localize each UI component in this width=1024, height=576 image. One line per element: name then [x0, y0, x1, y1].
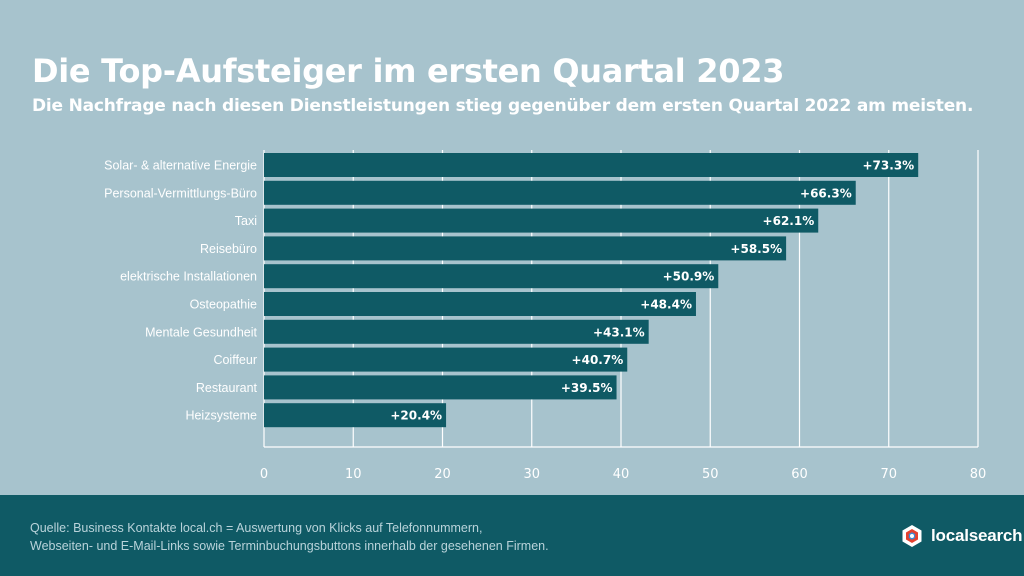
data-label: +58.5%	[730, 242, 782, 256]
category-label: Mentale Gesundheit	[145, 325, 257, 339]
category-label: Solar- & alternative Energie	[104, 159, 257, 173]
bar	[264, 180, 856, 205]
x-tick-label: 40	[613, 467, 630, 482]
category-label: Osteopathie	[190, 298, 257, 312]
category-label: elektrische Installationen	[120, 270, 257, 284]
x-tick-label: 20	[434, 467, 451, 482]
brand-logo: localsearch	[900, 524, 1023, 548]
x-tick-label: 80	[970, 467, 987, 482]
bar	[264, 403, 447, 428]
bar	[264, 208, 819, 233]
category-label: Personal-Vermittlungs-Büro	[104, 186, 257, 200]
category-label: Restaurant	[196, 381, 258, 395]
data-label: +66.3%	[800, 186, 852, 200]
data-label: +48.4%	[640, 298, 692, 312]
category-label: Heizsysteme	[185, 409, 257, 423]
data-label: +50.9%	[663, 270, 715, 284]
bar	[264, 236, 787, 261]
page-subtitle: Die Nachfrage nach diesen Dienstleistung…	[32, 96, 974, 116]
data-label: +39.5%	[561, 381, 613, 395]
data-label: +62.1%	[763, 214, 815, 228]
category-label: Coiffeur	[213, 353, 257, 367]
bar	[264, 292, 696, 316]
footer: Quelle: Business Kontakte local.ch = Aus…	[0, 495, 1024, 576]
bar	[264, 375, 617, 400]
brand-name: localsearch	[931, 526, 1023, 545]
data-label: +73.3%	[863, 159, 915, 173]
localsearch-logo-icon	[902, 525, 922, 547]
data-label: +43.1%	[593, 325, 645, 339]
x-tick-label: 50	[702, 467, 719, 482]
source-line-2: Webseiten- und E-Mail-Links sowie Termin…	[30, 539, 549, 553]
source-note: Quelle: Business Kontakte local.ch = Aus…	[30, 519, 549, 555]
x-tick-label: 60	[791, 467, 808, 482]
bar	[264, 319, 649, 344]
bar	[264, 153, 919, 177]
category-label: Reisebüro	[200, 242, 257, 256]
bar	[264, 347, 628, 372]
x-tick-label: 70	[880, 467, 897, 482]
x-tick-label: 10	[345, 467, 362, 482]
bar	[264, 264, 719, 289]
page-title: Die Top-Aufsteiger im ersten Quartal 202…	[32, 52, 785, 90]
bar-chart: 0 10 20 30 40 50 60 70 80 Solar- & alternative En…	[104, 150, 987, 482]
data-label: +40.7%	[572, 353, 624, 367]
x-tick-label: 0	[260, 467, 268, 482]
x-tick-label: 30	[523, 467, 540, 482]
data-label: +20.4%	[390, 409, 442, 423]
category-label: Taxi	[235, 214, 257, 228]
source-line-1: Quelle: Business Kontakte local.ch = Aus…	[30, 521, 483, 535]
